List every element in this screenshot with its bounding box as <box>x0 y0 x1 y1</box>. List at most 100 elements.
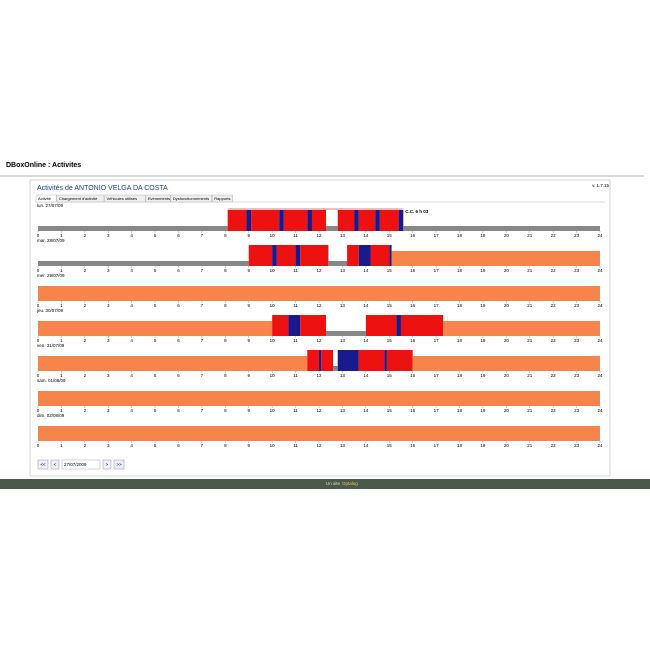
tab-label: Rapports <box>214 196 230 201</box>
tab-label: Dysfonctionnements <box>173 196 209 201</box>
hour-label: 24 <box>597 268 603 273</box>
hour-label: 22 <box>551 338 557 343</box>
activity-segment <box>358 210 376 231</box>
pager-button[interactable] <box>102 459 112 470</box>
tab[interactable] <box>170 194 212 203</box>
hour-label: 12 <box>316 303 322 308</box>
hour-label: 3 <box>107 268 110 273</box>
hour-label: 21 <box>527 268 533 273</box>
hour-label: 18 <box>457 443 463 448</box>
hour-label: 15 <box>387 303 393 308</box>
hour-label: 15 <box>387 408 393 413</box>
hour-label: 5 <box>154 408 157 413</box>
activity-segment <box>311 210 327 231</box>
hour-label: 3 <box>107 373 110 378</box>
hour-label: 16 <box>410 338 416 343</box>
hour-label: 23 <box>574 373 580 378</box>
hour-label: 21 <box>527 408 533 413</box>
footer-text: Un site <box>326 481 341 486</box>
activity-segment <box>279 210 284 231</box>
hour-label: 14 <box>363 303 369 308</box>
hour-label: 17 <box>434 303 440 308</box>
activity-segment <box>38 426 600 441</box>
hour-label: 0 <box>37 408 40 413</box>
hour-label: 16 <box>410 268 416 273</box>
hour-label: 0 <box>37 338 40 343</box>
hour-label: 9 <box>247 268 250 273</box>
hour-label: 8 <box>224 268 227 273</box>
hour-label: 24 <box>597 338 603 343</box>
tabs: Activité Chargement d'activité Véhicules u… <box>35 194 233 203</box>
hour-label: 21 <box>527 373 533 378</box>
activity-segment <box>38 261 249 266</box>
activity-segment <box>358 350 385 371</box>
hour-label: 7 <box>201 268 204 273</box>
tab-label: Evénements <box>148 196 170 201</box>
annotation: C.C. 6 h 03 <box>405 209 429 214</box>
hour-label: 14 <box>363 233 369 238</box>
hour-label: 22 <box>551 233 557 238</box>
tab[interactable] <box>104 194 146 203</box>
hour-label: 4 <box>130 338 133 343</box>
hour-label: 13 <box>340 443 346 448</box>
hour-label: 15 <box>387 233 393 238</box>
activity-segment <box>38 391 600 406</box>
footer-bar <box>0 479 650 489</box>
hour-label: 5 <box>154 338 157 343</box>
day-label: mar. 28/07/09 <box>37 238 65 243</box>
hour-label: 7 <box>201 443 204 448</box>
pager-button[interactable] <box>113 459 125 470</box>
hour-label: 7 <box>201 233 204 238</box>
tab[interactable] <box>35 194 57 203</box>
hour-label: 20 <box>504 338 510 343</box>
hour-label: 21 <box>527 233 533 238</box>
hour-label: 5 <box>154 373 157 378</box>
date-input[interactable] <box>61 459 101 470</box>
hour-label: 2 <box>84 373 87 378</box>
hour-label: 11 <box>293 443 298 448</box>
activity-segment <box>400 315 444 336</box>
hour-label: 13 <box>340 268 346 273</box>
hour-label: 4 <box>130 233 133 238</box>
pager-button[interactable] <box>50 459 60 470</box>
hour-label: 18 <box>457 268 463 273</box>
activity-segment <box>347 245 359 266</box>
hour-label: 4 <box>130 443 133 448</box>
hour-label: 8 <box>224 338 227 343</box>
activity-segment <box>246 210 252 231</box>
hour-label: 10 <box>270 443 276 448</box>
hour-label: 3 <box>107 443 110 448</box>
hour-label: 6 <box>177 408 180 413</box>
tab[interactable] <box>145 194 171 203</box>
hour-label: 12 <box>316 233 322 238</box>
tab[interactable] <box>56 194 105 203</box>
hour-label: 10 <box>270 373 276 378</box>
activity-segment <box>38 286 600 301</box>
hour-label: 6 <box>177 303 180 308</box>
activity-segment <box>412 356 600 371</box>
hour-label: 17 <box>434 233 440 238</box>
hour-label: 24 <box>597 408 603 413</box>
pager-button[interactable] <box>37 459 49 470</box>
hour-label: 18 <box>457 338 463 343</box>
footer-link[interactable]: Optalog <box>342 481 358 486</box>
activity-segment <box>398 210 404 231</box>
hour-label: 20 <box>504 408 510 413</box>
activity-segment <box>391 251 600 266</box>
tab[interactable] <box>212 194 233 203</box>
hour-label: 24 <box>597 233 603 238</box>
activity-segment <box>443 321 600 336</box>
activity-segment <box>276 245 296 266</box>
activity-segment <box>38 356 308 371</box>
hour-label: 12 <box>316 408 322 413</box>
hour-label: 12 <box>316 338 322 343</box>
hour-label: 11 <box>293 303 298 308</box>
activity-segment <box>321 350 334 371</box>
hour-label: 18 <box>457 303 463 308</box>
hour-label: 18 <box>457 233 463 238</box>
hour-label: 16 <box>410 303 416 308</box>
hour-label: 14 <box>363 373 369 378</box>
hour-label: 20 <box>504 303 510 308</box>
hour-label: 11 <box>293 268 298 273</box>
